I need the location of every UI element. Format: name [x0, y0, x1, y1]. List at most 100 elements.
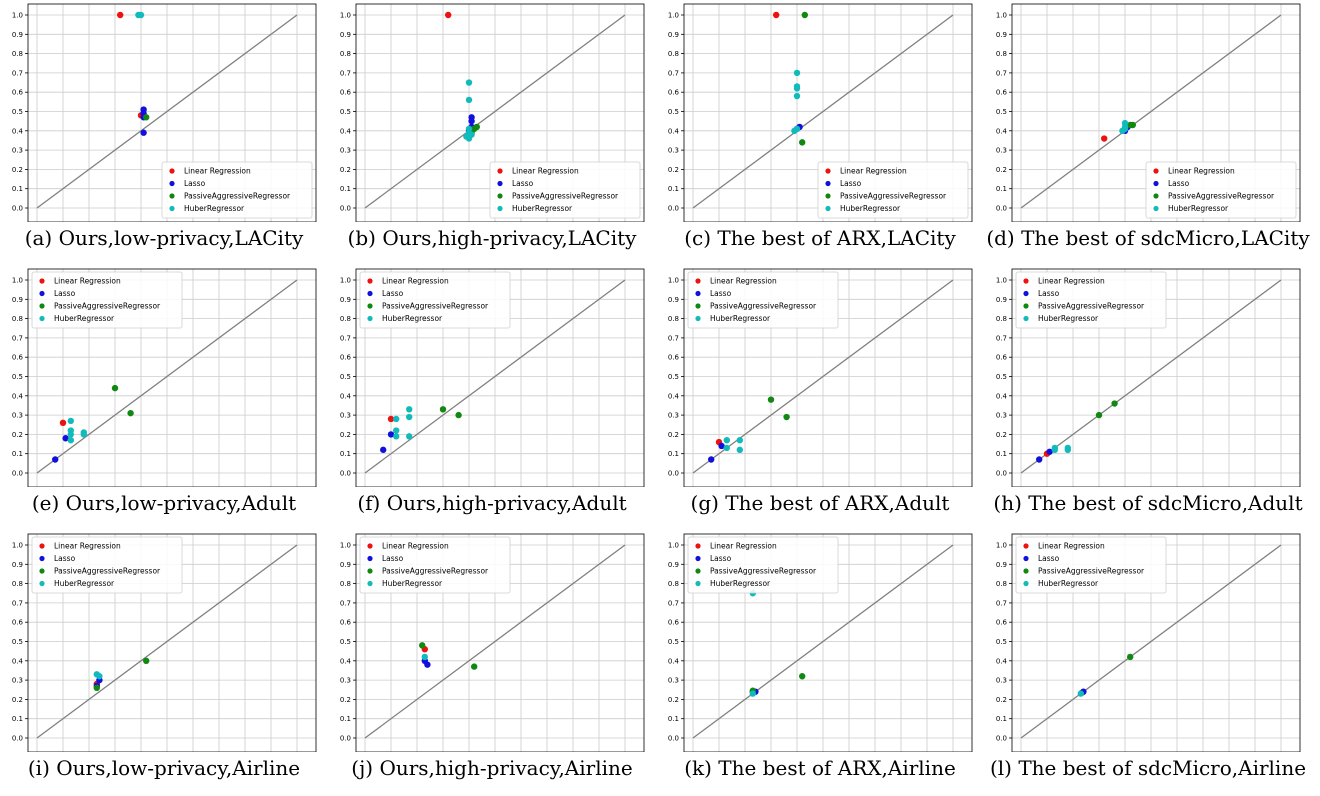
data-points	[380, 406, 462, 454]
axes-frame	[1011, 3, 1301, 222]
data-points	[773, 11, 808, 146]
scatter-plot: 0.00.00.10.10.20.20.30.30.40.40.50.50.60…	[340, 533, 645, 752]
point-huberregressor	[67, 436, 75, 444]
y-tick-label: 0.7	[668, 334, 679, 342]
legend-marker	[367, 555, 373, 562]
panel-caption: (f) Ours,high-privacy,Adult	[357, 491, 627, 515]
tick-labels: 0.00.00.10.10.20.20.30.30.40.40.50.50.60…	[340, 12, 356, 213]
legend: Linear Regression Lasso PassiveAggressiveR…	[489, 161, 641, 219]
panel-caption: (l) The best of sdcMicro,Airline	[989, 756, 1307, 780]
point-passiveaggressiveregressor	[767, 396, 775, 403]
legend-marker	[1023, 290, 1029, 297]
legend-label: Lasso	[54, 289, 76, 298]
y-tick-label: 0.0	[340, 735, 351, 743]
tick-labels: 0.00.00.10.10.20.20.30.30.40.40.50.50.60…	[668, 542, 684, 743]
panel-caption: (h) The best of sdcMicro,Adult	[993, 491, 1303, 515]
point-huberregressor	[1064, 446, 1071, 454]
data-points	[419, 642, 478, 670]
legend-label: HuberRegressor	[54, 314, 115, 323]
diagonal-reference-line	[364, 14, 626, 209]
y-tick-label: 0.5	[668, 373, 679, 381]
point-passiveaggressiveregressor	[799, 673, 806, 680]
data-points	[93, 657, 150, 692]
point-huberregressor	[723, 444, 730, 452]
legend-marker	[1023, 580, 1029, 587]
y-tick-label: 0.6	[340, 619, 352, 627]
legend-label: Linear Regression	[1038, 542, 1105, 551]
y-tick-label: 0.8	[996, 580, 1007, 588]
point-huberregressor	[736, 436, 743, 444]
y-tick-label: 0.7	[340, 334, 351, 342]
legend-marker	[825, 168, 831, 174]
y-tick-label: 0.1	[668, 715, 679, 723]
legend-label: PassiveAggressiveRegressor	[382, 567, 489, 576]
legend-label: Lasso	[710, 289, 732, 298]
y-tick-label: 0.7	[668, 599, 679, 607]
point-huberregressor	[393, 415, 400, 423]
point-passiveaggressiveregressor	[1129, 121, 1136, 129]
tick-labels: 0.00.00.10.10.20.20.30.30.40.40.50.50.60…	[668, 277, 684, 478]
y-tick-label: 0.0	[668, 735, 679, 743]
y-tick-label: 0.4	[12, 127, 24, 135]
y-tick-label: 0.1	[996, 450, 1007, 458]
panel-caption: (b) Ours,high-privacy,LACity	[347, 226, 637, 250]
y-tick-label: 0.7	[996, 69, 1007, 77]
legend-label: HuberRegressor	[1038, 579, 1099, 588]
legend: Linear Regression Lasso PassiveAggressiveR…	[31, 536, 183, 594]
legend-marker	[39, 543, 45, 549]
y-tick-label: 0.1	[12, 450, 23, 458]
y-tick-label: 1.0	[668, 277, 679, 285]
grid-lines	[356, 4, 644, 222]
y-tick-label: 0.6	[12, 354, 24, 362]
point-huberregressor	[793, 92, 801, 100]
y-tick-label: 0.5	[668, 108, 679, 116]
legend-marker	[367, 278, 373, 284]
diagonal-reference-line	[36, 14, 298, 209]
y-tick-label: 0.4	[996, 392, 1008, 400]
point-lasso	[1036, 456, 1043, 463]
legend-label: HuberRegressor	[382, 314, 443, 323]
point-passiveaggressiveregressor	[455, 411, 462, 419]
point-linear-regression	[445, 11, 452, 19]
y-tick-label: 0.0	[340, 205, 351, 213]
point-huberregressor	[793, 125, 801, 133]
y-tick-label: 0.5	[340, 108, 351, 116]
y-tick-label: 1.0	[668, 12, 679, 20]
legend-marker	[169, 168, 175, 174]
point-huberregressor	[465, 96, 473, 104]
legend-label: PassiveAggressiveRegressor	[840, 192, 947, 201]
data-points	[1077, 653, 1134, 697]
diagonal-reference-line	[1020, 14, 1282, 209]
y-tick-label: 0.1	[340, 185, 351, 193]
y-tick-label: 0.7	[996, 599, 1007, 607]
point-huberregressor	[67, 431, 75, 438]
y-tick-label: 0.0	[12, 470, 23, 478]
y-tick-label: 1.0	[340, 12, 351, 20]
y-tick-label: 0.2	[340, 696, 351, 704]
legend-box	[31, 271, 183, 329]
legend-marker	[1023, 303, 1029, 309]
legend: Linear Regression Lasso PassiveAggressiveR…	[1015, 271, 1167, 329]
axes-frame	[27, 3, 317, 222]
legend-box	[489, 161, 641, 219]
legend-box	[161, 161, 313, 219]
diagonal-reference-line	[1020, 544, 1282, 739]
legend-marker	[169, 193, 175, 199]
y-tick-label: 1.0	[340, 277, 351, 285]
legend-label: Linear Regression	[1038, 277, 1105, 286]
legend: Linear Regression Lasso PassiveAggressiveR…	[1015, 536, 1167, 594]
legend-label: Lasso	[382, 289, 404, 298]
legend-label: HuberRegressor	[512, 204, 573, 213]
data-points	[1101, 119, 1136, 142]
scatter-plot: 0.00.00.10.10.20.20.30.30.40.40.50.50.60…	[12, 3, 317, 222]
panel-caption: (k) The best of ARX,Airline	[684, 756, 956, 780]
y-tick-label: 1.0	[996, 277, 1007, 285]
y-tick-label: 0.2	[996, 166, 1007, 174]
legend-label: PassiveAggressiveRegressor	[1038, 567, 1145, 576]
point-huberregressor	[96, 673, 103, 680]
legend-marker	[367, 303, 373, 309]
legend-marker	[1153, 180, 1159, 187]
y-tick-label: 0.5	[340, 373, 351, 381]
legend: Linear Regression Lasso PassiveAggressiveR…	[161, 161, 313, 219]
